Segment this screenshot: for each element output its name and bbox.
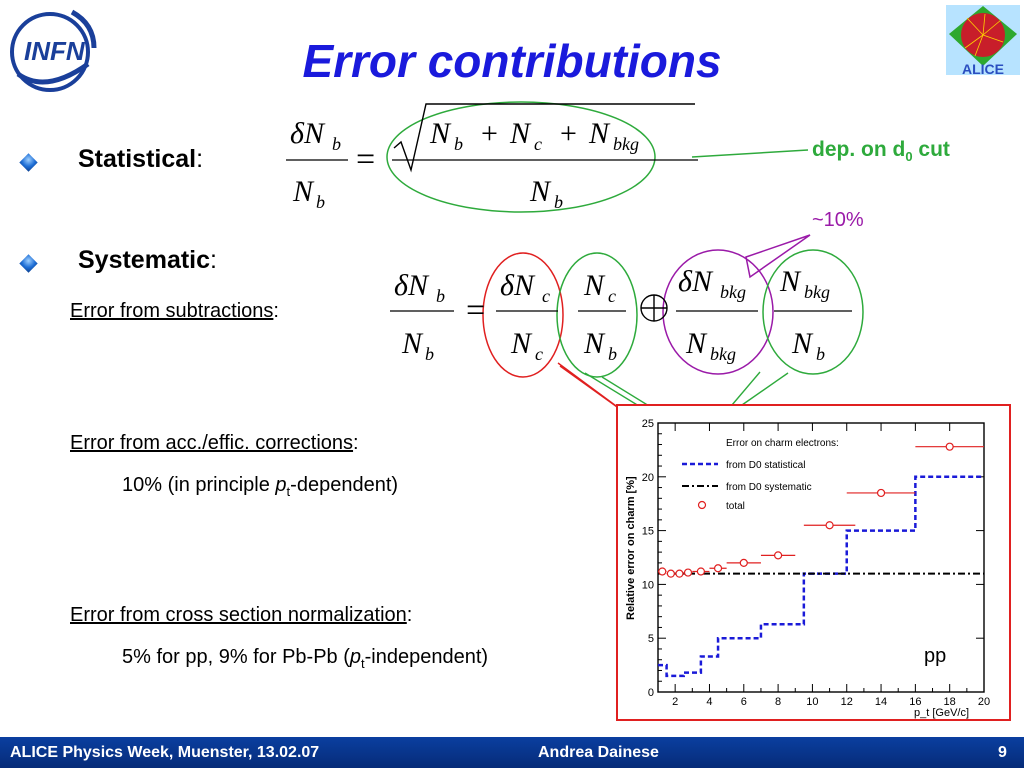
total-point <box>683 568 693 577</box>
total-point <box>658 567 667 576</box>
svg-text:+: + <box>560 117 577 150</box>
svg-text:b: b <box>454 134 463 154</box>
error-plot: 2 4 6 8 10 12 14 16 18 20 0 5 10 15 20 25 Relative erro… <box>616 404 1011 721</box>
svg-text:δN: δN <box>394 269 430 302</box>
page-number: 9 <box>998 744 1007 761</box>
svg-text:bkg: bkg <box>710 344 736 364</box>
x-tick-label: 2 <box>672 696 678 708</box>
total-point <box>876 488 886 498</box>
svg-text:N: N <box>401 327 424 360</box>
total-point <box>739 558 748 567</box>
svg-text:N: N <box>791 327 814 360</box>
y-tick-label: 15 <box>642 526 654 538</box>
statistical-label: Statistical: <box>78 145 204 173</box>
total-point <box>696 567 705 576</box>
y-axis-label: Relative error on charm [%] <box>625 476 637 620</box>
svg-text:INFN: INFN <box>24 36 86 66</box>
systematic-label: Systematic: <box>78 246 217 274</box>
normalization-label: Error from cross section normalization: <box>70 604 413 626</box>
y-tick-label: 25 <box>642 418 654 430</box>
footer-center: Andrea Dainese <box>538 744 659 761</box>
svg-text:=: = <box>466 292 485 329</box>
svg-text:N: N <box>509 117 532 150</box>
svg-text:N: N <box>429 117 452 150</box>
x-tick-label: 6 <box>741 696 747 708</box>
svg-text:b: b <box>425 344 434 364</box>
svg-text:N: N <box>510 327 533 360</box>
svg-text:b: b <box>332 134 341 154</box>
total-point <box>713 564 723 573</box>
total-point <box>774 551 783 560</box>
svg-text:b: b <box>436 286 445 306</box>
x-tick-label: 12 <box>841 696 853 708</box>
alice-logo: ALICE <box>946 5 1020 76</box>
subtractions-label: Error from subtractions: <box>70 300 279 322</box>
total-point <box>825 521 834 530</box>
svg-text:b: b <box>554 192 563 212</box>
x-tick-label: 10 <box>806 696 818 708</box>
svg-text:c: c <box>608 286 616 306</box>
x-tick-label: 20 <box>978 696 990 708</box>
svg-text:+: + <box>481 117 498 150</box>
svg-text:c: c <box>535 344 543 364</box>
legend-systematic: from D0 systematic <box>726 482 812 493</box>
svg-text:N: N <box>583 327 606 360</box>
svg-text:ALICE: ALICE <box>962 61 1004 76</box>
svg-text:N: N <box>588 117 611 150</box>
acc-effic-label: Error from acc./effic. corrections: <box>70 432 359 454</box>
bullet-icon <box>19 254 38 273</box>
svg-text:bkg: bkg <box>720 282 746 302</box>
svg-text:N: N <box>583 269 606 302</box>
bullet-icon <box>19 153 38 172</box>
svg-text:=: = <box>356 141 375 178</box>
y-tick-label: 20 <box>642 472 654 484</box>
total-point <box>675 569 684 578</box>
pp-label: pp <box>924 645 946 667</box>
svg-text:N: N <box>685 327 708 360</box>
plot-frame-box <box>657 422 985 693</box>
series-0-line <box>658 475 984 678</box>
acc-effic-value: 10% (in principle pt-dependent) <box>122 474 399 499</box>
x-tick-label: 18 <box>944 696 956 708</box>
svg-text:c: c <box>534 134 542 154</box>
svg-text:b: b <box>816 344 825 364</box>
svg-text:c: c <box>542 286 550 306</box>
slide-title: Error contributions <box>302 35 722 87</box>
svg-text:N: N <box>292 175 315 208</box>
svg-text:δN: δN <box>290 117 326 150</box>
footer-bar: ALICE Physics Week, Muenster, 13.02.07 A… <box>0 737 1024 768</box>
svg-text:N: N <box>779 265 802 298</box>
x-axis-label: p_t [GeV/c] <box>914 707 969 719</box>
legend-statistical: from D0 statistical <box>726 460 805 471</box>
error-plot-svg: 2 4 6 8 10 12 14 16 18 20 0 5 10 15 20 25 Relative erro… <box>625 418 990 719</box>
legend: from D0 statistical from D0 systematic t… <box>682 460 812 512</box>
y-tick-label: 5 <box>648 633 654 645</box>
svg-text:N: N <box>529 175 552 208</box>
dep-on-d0-cut-note: dep. on d0 cut <box>812 138 950 165</box>
x-tick-label: 8 <box>775 696 781 708</box>
y-tick-label: 0 <box>648 687 654 699</box>
x-tick-label: 16 <box>909 696 921 708</box>
normalization-value: 5% for pp, 9% for Pb-Pb (pt-independent) <box>122 646 489 671</box>
svg-text:bkg: bkg <box>804 282 830 302</box>
ten-percent-note: ~10% <box>812 209 864 231</box>
y-tick-label: 10 <box>642 579 654 591</box>
footer-left: ALICE Physics Week, Muenster, 13.02.07 <box>10 744 320 761</box>
svg-text:b: b <box>608 344 617 364</box>
x-tick-label: 14 <box>875 696 887 708</box>
legend-total: total <box>726 501 745 512</box>
x-tick-label: 4 <box>706 696 712 708</box>
green-callout-line <box>691 149 809 158</box>
svg-text:δN: δN <box>678 265 714 298</box>
legend-title: Error on charm electrons: <box>726 438 839 449</box>
svg-text:b: b <box>316 192 325 212</box>
svg-text:δN: δN <box>500 269 536 302</box>
svg-text:bkg: bkg <box>613 134 639 154</box>
total-point <box>666 569 675 578</box>
total-point <box>945 442 954 451</box>
infn-logo: INFN <box>10 9 97 92</box>
